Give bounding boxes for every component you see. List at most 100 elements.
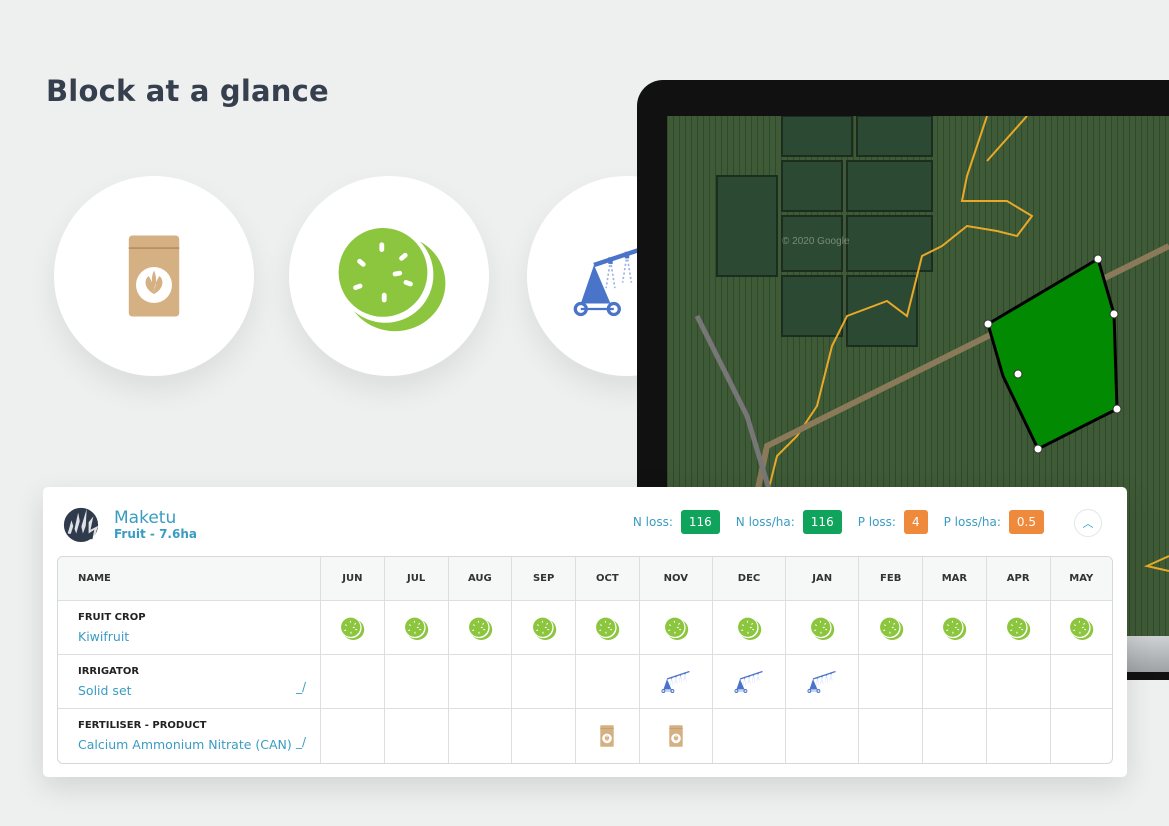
month-cell[interactable]	[385, 709, 449, 763]
kiwifruit-icon	[594, 615, 620, 641]
table-row: IRRIGATOR Solid set _/	[58, 655, 1112, 709]
month-cell[interactable]	[576, 655, 640, 709]
column-header-month: MAY	[1050, 557, 1112, 601]
stat-badge: 0.5	[1008, 510, 1044, 534]
month-cell[interactable]	[712, 655, 787, 709]
column-header-month: APR	[986, 557, 1051, 601]
month-cell[interactable]	[923, 709, 987, 763]
row-label: FRUIT CROP	[78, 611, 146, 623]
month-cell[interactable]	[923, 601, 987, 655]
month-cell[interactable]	[859, 655, 924, 709]
stat-label: N loss/ha:	[735, 515, 795, 529]
column-header-month: MAR	[923, 557, 987, 601]
month-cell[interactable]	[1050, 655, 1112, 709]
column-header-month: FEB	[859, 557, 924, 601]
irrigator-icon	[807, 667, 837, 697]
kiwifruit-icon	[403, 615, 429, 641]
month-cell[interactable]	[576, 709, 640, 763]
row-label: FERTILISER - PRODUCT	[78, 720, 207, 731]
row-value[interactable]: Solid set	[78, 682, 132, 698]
stat-badge: 116	[802, 510, 842, 534]
nutrient-stats: N loss: 116 N loss/ha: 116 P loss: 4 P loss/ha…	[633, 510, 1052, 534]
fertiliser-bag-icon	[664, 724, 688, 748]
month-cell[interactable]	[640, 709, 713, 763]
block-name: Maketu	[114, 508, 177, 528]
activity-calendar-table: NAME JUN JUL AUG SEP OCT NOV DEC JAN FEB MAR APR MAY…	[57, 556, 1113, 764]
table-row: FERTILISER - PRODUCT Calcium Ammonium Nit…	[58, 709, 1112, 763]
edit-icon[interactable]: _/	[295, 735, 306, 749]
month-cell[interactable]	[321, 601, 385, 655]
month-cell[interactable]	[786, 709, 860, 763]
month-cell[interactable]	[859, 709, 924, 763]
row-label: IRRIGATOR	[78, 665, 140, 677]
month-cell[interactable]	[321, 709, 385, 763]
month-cell[interactable]	[449, 709, 513, 763]
kiwifruit-icon	[339, 615, 365, 641]
fertiliser-bag-icon	[595, 724, 619, 748]
kiwifruit-icon	[329, 216, 449, 336]
stat-label: P loss:	[857, 515, 896, 529]
month-cell[interactable]	[712, 601, 787, 655]
kiwifruit-icon	[878, 615, 904, 641]
kiwifruit-icon	[941, 615, 967, 641]
irrigator-icon	[661, 667, 691, 697]
block-summary-card: Maketu Fruit - 7.6ha N loss: 116 N loss/ha…	[43, 487, 1127, 777]
month-cell[interactable]	[384, 601, 449, 655]
kiwifruit-icon	[663, 615, 689, 641]
column-header-month: DEC	[712, 557, 787, 601]
month-cell[interactable]	[986, 601, 1051, 655]
month-cell[interactable]	[512, 655, 576, 709]
laptop-base	[1125, 636, 1169, 672]
map-watermark: © 2020 Google	[782, 236, 850, 247]
month-cell[interactable]	[923, 655, 987, 709]
month-cell[interactable]	[639, 655, 713, 709]
stat-badge: 116	[680, 510, 720, 534]
column-header-month: JUL	[384, 557, 449, 601]
collapse-button[interactable]: ︿	[1074, 509, 1102, 537]
month-cell[interactable]	[1050, 601, 1112, 655]
block-logo-icon	[63, 507, 99, 543]
month-cell[interactable]	[512, 601, 576, 655]
row-name-cell: IRRIGATOR Solid set _/	[58, 655, 321, 709]
block-subtitle: Fruit - 7.6ha	[114, 527, 197, 541]
month-cell[interactable]	[384, 655, 449, 709]
month-cell[interactable]	[859, 601, 924, 655]
stat-badge: 4	[903, 510, 928, 534]
month-cell[interactable]	[448, 655, 513, 709]
kiwifruit-icon	[1068, 615, 1094, 641]
month-cell[interactable]	[986, 655, 1051, 709]
month-cell[interactable]	[713, 709, 787, 763]
fertiliser-bag-icon	[109, 221, 199, 331]
month-cell[interactable]	[987, 709, 1051, 763]
column-header-month: JUN	[321, 557, 385, 601]
edit-icon[interactable]: _/	[295, 680, 306, 694]
month-cell[interactable]	[1051, 709, 1112, 763]
column-header-month: NOV	[639, 557, 713, 601]
column-header-month: JAN	[786, 557, 860, 601]
column-header-month: AUG	[448, 557, 513, 601]
fertiliser-feature-circle	[54, 176, 254, 376]
kiwifruit-icon	[809, 615, 835, 641]
month-cell[interactable]	[576, 601, 640, 655]
table-row: FRUIT CROP Kiwifruit	[58, 601, 1112, 655]
month-cell[interactable]	[639, 601, 713, 655]
row-name-cell: FRUIT CROP Kiwifruit	[58, 601, 321, 655]
month-cell[interactable]	[512, 709, 576, 763]
polygon-vertex-handles[interactable]	[983, 254, 1122, 454]
month-cell[interactable]	[448, 601, 513, 655]
month-cell[interactable]	[321, 655, 385, 709]
column-header-month: OCT	[576, 557, 640, 601]
row-value[interactable]: Kiwifruit	[78, 628, 130, 644]
row-value[interactable]: Calcium Ammonium Nitrate (CAN)	[78, 737, 292, 752]
irrigator-icon	[734, 667, 764, 697]
stat-label: N loss:	[632, 515, 673, 529]
column-header-month: SEP	[512, 557, 576, 601]
month-cell[interactable]	[786, 601, 860, 655]
kiwifruit-icon	[736, 615, 762, 641]
kiwifruit-icon	[1005, 615, 1031, 641]
stat-label: P loss/ha:	[943, 515, 1001, 529]
kiwifruit-feature-circle	[289, 176, 489, 376]
month-cell[interactable]	[786, 655, 860, 709]
row-name-cell: FERTILISER - PRODUCT Calcium Ammonium Nit…	[58, 709, 321, 763]
kiwifruit-icon	[467, 615, 493, 641]
